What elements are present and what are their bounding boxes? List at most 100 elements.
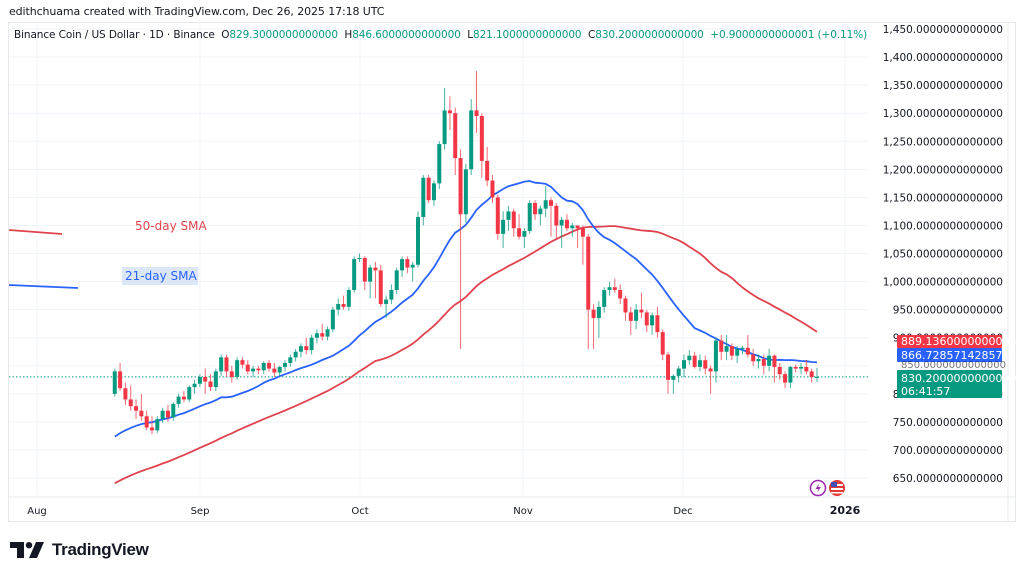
sma21-price-text: 866.7285714285714 bbox=[901, 349, 1016, 362]
candle bbox=[815, 367, 819, 383]
candle bbox=[793, 364, 798, 373]
candle bbox=[389, 284, 394, 305]
sma21-annotation[interactable]: 21-day SMA bbox=[125, 269, 197, 283]
open-label: O bbox=[221, 29, 230, 41]
candle bbox=[777, 362, 782, 380]
candle bbox=[447, 96, 452, 131]
candle bbox=[745, 334, 750, 358]
candle bbox=[298, 343, 303, 358]
price-tick-label: 650.0000000000000 bbox=[893, 473, 1003, 485]
candle bbox=[176, 393, 181, 408]
candle bbox=[676, 365, 681, 383]
symbol-name: Binance Coin / US Dollar · 1D · Binance bbox=[14, 29, 215, 41]
candle bbox=[767, 348, 772, 372]
candle bbox=[277, 365, 282, 376]
candle bbox=[112, 368, 117, 397]
price-tick-label: 1,100.0000000000000 bbox=[883, 220, 1003, 232]
price-tick-label: 950.0000000000000 bbox=[893, 305, 1003, 317]
candle bbox=[799, 362, 804, 375]
candle bbox=[809, 368, 814, 383]
candle bbox=[224, 354, 229, 378]
candle bbox=[272, 362, 277, 378]
candle bbox=[410, 261, 415, 282]
candle bbox=[596, 301, 601, 338]
candle bbox=[165, 405, 170, 422]
candle bbox=[453, 107, 458, 175]
candle bbox=[618, 284, 623, 305]
hidden-tick-label: 850.0000000000000 bbox=[901, 360, 1006, 371]
price-axis: 1,450.0000000000000 1,400.0000000000000 1,… bbox=[883, 24, 1003, 485]
lightning-event-icon[interactable] bbox=[809, 479, 827, 497]
time-tick-label: Aug bbox=[27, 506, 47, 517]
candle bbox=[495, 194, 500, 240]
candle bbox=[655, 306, 660, 338]
time-tick-label: Dec bbox=[673, 506, 692, 517]
price-tick-label: 700.0000000000000 bbox=[893, 445, 1003, 457]
candle bbox=[288, 354, 293, 367]
event-icons bbox=[809, 479, 845, 497]
candle bbox=[314, 329, 319, 344]
time-tick-label: Sep bbox=[191, 506, 210, 517]
last-price-text: 830.2000000000000 bbox=[901, 372, 1016, 385]
candle bbox=[437, 141, 442, 189]
candle bbox=[740, 346, 745, 355]
candle bbox=[522, 228, 527, 248]
candle bbox=[697, 354, 702, 372]
symbol-legend: Binance Coin / US Dollar · 1D · Binance … bbox=[14, 29, 867, 41]
candle bbox=[660, 329, 665, 361]
candle bbox=[490, 174, 495, 204]
us-flag-event-icon[interactable] bbox=[829, 480, 845, 496]
candle bbox=[171, 402, 176, 421]
tradingview-logo[interactable]: TradingView bbox=[10, 540, 149, 560]
candle bbox=[336, 298, 341, 316]
candle bbox=[330, 306, 335, 333]
candle bbox=[118, 362, 123, 392]
price-tick-label: 1,000.0000000000000 bbox=[883, 277, 1003, 289]
candle bbox=[783, 371, 788, 389]
price-tick-label: 1,250.0000000000000 bbox=[883, 136, 1003, 148]
candle bbox=[346, 287, 351, 311]
candle bbox=[405, 256, 410, 274]
change-value: +0.9000000000001 (+0.11%) bbox=[710, 29, 868, 41]
candle bbox=[724, 334, 729, 361]
candle bbox=[575, 225, 580, 248]
high-value: 846.6000000000000 bbox=[352, 29, 461, 41]
candle bbox=[517, 214, 522, 240]
candle bbox=[666, 351, 671, 394]
candle bbox=[320, 323, 325, 341]
candle bbox=[458, 149, 463, 349]
candle bbox=[378, 264, 383, 307]
candle bbox=[469, 99, 474, 175]
candle bbox=[341, 295, 346, 310]
sma50-annotation[interactable]: 50-day SMA bbox=[135, 219, 207, 233]
candle bbox=[283, 360, 287, 372]
price-tick-label: 1,200.0000000000000 bbox=[883, 164, 1003, 176]
price-tick-label: 1,150.0000000000000 bbox=[883, 192, 1003, 204]
candle bbox=[421, 174, 426, 226]
chart-credit: edithchuama created with TradingView.com… bbox=[9, 5, 385, 18]
price-tick-label: 1,400.0000000000000 bbox=[883, 52, 1003, 64]
candle bbox=[362, 256, 367, 291]
candle bbox=[213, 368, 218, 392]
candle bbox=[485, 146, 490, 187]
candle bbox=[586, 233, 591, 349]
candle bbox=[139, 393, 144, 421]
candle bbox=[639, 292, 644, 319]
candle bbox=[304, 337, 309, 355]
candle bbox=[506, 205, 511, 232]
candle bbox=[580, 225, 585, 265]
candle bbox=[761, 354, 766, 375]
candle bbox=[527, 200, 532, 234]
candle bbox=[123, 382, 128, 406]
candle bbox=[229, 365, 234, 383]
candle bbox=[240, 357, 245, 369]
price-tick-label: 1,300.0000000000000 bbox=[883, 108, 1003, 120]
candle bbox=[293, 348, 298, 362]
candle bbox=[564, 214, 569, 232]
sma21-line bbox=[114, 180, 818, 438]
candle bbox=[197, 374, 202, 388]
sma50-price-tag bbox=[897, 335, 1002, 348]
annotations: 50-day SMA 21-day SMA bbox=[8, 219, 207, 289]
candle bbox=[203, 368, 208, 394]
